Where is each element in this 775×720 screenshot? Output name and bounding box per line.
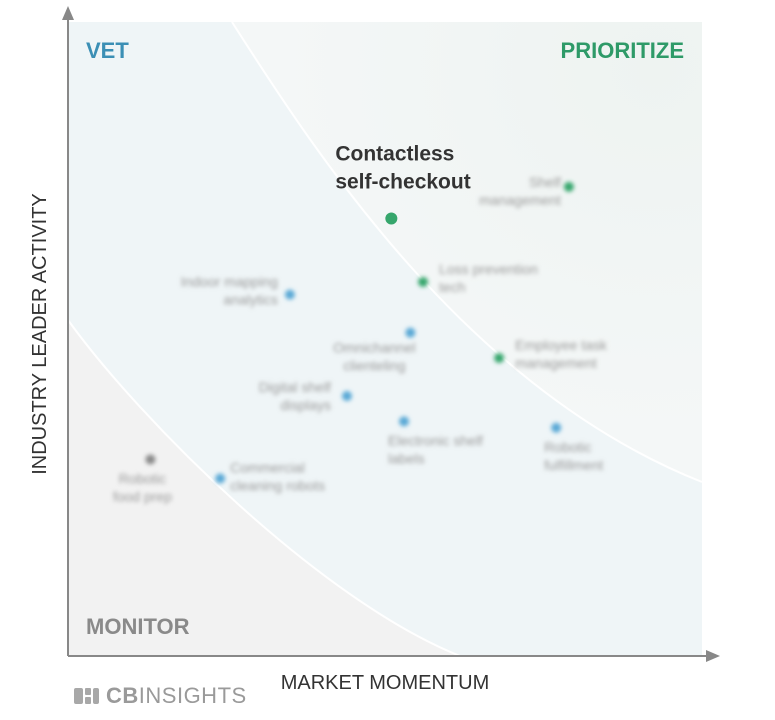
point-label-line: Contactless bbox=[335, 143, 454, 166]
data-point-robotic-food-prep: Robotic food prep bbox=[113, 454, 172, 504]
point-label: Robotic food prep bbox=[113, 470, 172, 504]
point-label-line: labels bbox=[388, 450, 425, 466]
logo-rest: INSIGHTS bbox=[138, 683, 247, 708]
point-label: Omnichannel clienteling bbox=[333, 340, 416, 374]
point-label-line: food prep bbox=[113, 488, 172, 504]
point-label: Commercial cleaning robots bbox=[230, 459, 325, 493]
point-label-line: displays bbox=[280, 397, 331, 413]
point-marker bbox=[284, 289, 295, 300]
point-marker bbox=[418, 276, 429, 287]
data-point-employee-task-management: Employee task management bbox=[494, 337, 608, 371]
point-label-line: analytics bbox=[223, 292, 277, 308]
point-label-line: fulfillment bbox=[544, 457, 603, 473]
data-point-commercial-cleaning-robots: Commercial cleaning robots bbox=[215, 459, 325, 493]
point-label-line: Employee task bbox=[515, 337, 608, 353]
point-label: Shelf management bbox=[479, 174, 561, 208]
prioritize-boundary bbox=[231, 21, 703, 483]
point-marker bbox=[399, 416, 410, 427]
point-label-line: Omnichannel bbox=[333, 340, 416, 356]
quadrant-label-vet: VET bbox=[86, 38, 129, 63]
monitor-boundary bbox=[67, 319, 461, 657]
logo-bold: CB bbox=[106, 683, 139, 708]
point-marker bbox=[551, 422, 562, 433]
point-label-line: management bbox=[515, 355, 597, 371]
point-label-line: Electronic shelf bbox=[388, 432, 483, 448]
data-point-shelf-management: Shelf management bbox=[479, 174, 574, 208]
point-label: Employee task management bbox=[515, 337, 608, 371]
data-point-omnichannel-clienteling: Omnichannel clienteling bbox=[333, 327, 416, 374]
data-point-contactless-self-checkout: Contactless self-checkout bbox=[335, 143, 471, 225]
point-label: Digital shelf displays bbox=[259, 379, 331, 413]
point-label-line: Loss prevention bbox=[439, 261, 538, 277]
cb-logo-icon bbox=[74, 688, 99, 704]
data-point-loss-prevention-tech: Loss prevention tech bbox=[418, 261, 538, 295]
point-label-line: Robotic bbox=[544, 439, 591, 455]
point-label: Contactless self-checkout bbox=[335, 143, 470, 194]
point-label-line: Robotic bbox=[119, 470, 166, 486]
data-point-indoor-mapping-analytics: Indoor mapping analytics bbox=[181, 274, 295, 308]
point-label-line: Indoor mapping bbox=[181, 274, 278, 290]
point-marker bbox=[563, 181, 574, 192]
point-label: Robotic fulfillment bbox=[544, 439, 603, 473]
data-point-electronic-shelf-labels: Electronic shelf labels bbox=[388, 416, 483, 466]
point-label: Loss prevention tech bbox=[439, 261, 538, 295]
logo-text: CBINSIGHTS bbox=[106, 683, 247, 709]
point-label-line: Shelf bbox=[529, 174, 561, 190]
point-label-line: cleaning robots bbox=[230, 477, 325, 493]
point-label-line: management bbox=[479, 192, 561, 208]
quadrant-label-prioritize: PRIORITIZE bbox=[561, 38, 684, 63]
point-marker bbox=[341, 391, 352, 402]
point-label-line: Digital shelf bbox=[259, 379, 331, 395]
points-layer: Contactless self-checkout Shelf management L… bbox=[113, 143, 608, 505]
data-point-robotic-fulfillment: Robotic fulfillment bbox=[544, 422, 603, 473]
quadrant-label-monitor: MONITOR bbox=[86, 614, 190, 639]
vet-region bbox=[68, 22, 702, 656]
point-marker bbox=[145, 454, 156, 465]
cb-insights-logo: CBINSIGHTS bbox=[74, 683, 247, 709]
point-label-line: self-checkout bbox=[335, 171, 470, 194]
point-marker bbox=[405, 327, 416, 338]
point-marker bbox=[494, 353, 505, 364]
y-axis-arrow bbox=[62, 6, 74, 20]
point-label-line: tech bbox=[439, 279, 465, 295]
monitor-region bbox=[68, 320, 460, 656]
x-axis-title: MARKET MOMENTUM bbox=[281, 672, 490, 694]
y-axis-title: INDUSTRY LEADER ACTIVITY bbox=[29, 193, 51, 475]
prioritize-region bbox=[232, 22, 702, 482]
point-marker bbox=[215, 473, 226, 484]
point-label-line: Commercial bbox=[230, 459, 305, 475]
point-label: Electronic shelf labels bbox=[388, 432, 483, 466]
point-marker bbox=[385, 212, 398, 225]
point-label: Indoor mapping analytics bbox=[181, 274, 278, 308]
x-axis-arrow bbox=[706, 650, 720, 662]
point-label-line: clienteling bbox=[343, 358, 405, 374]
data-point-digital-shelf-displays: Digital shelf displays bbox=[259, 379, 352, 413]
